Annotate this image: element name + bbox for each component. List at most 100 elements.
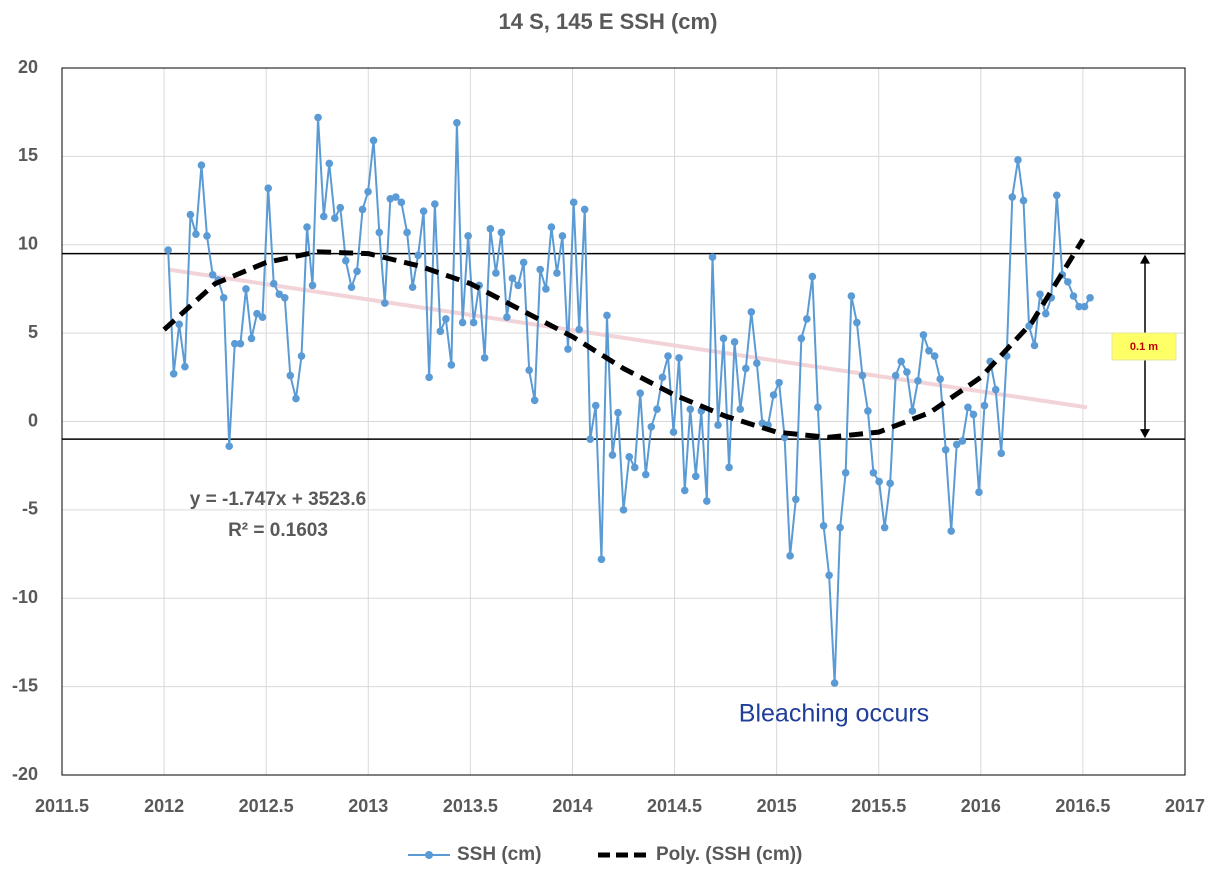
data-point	[675, 354, 683, 362]
data-point	[464, 232, 472, 240]
data-point	[647, 423, 656, 431]
data-point	[564, 345, 572, 353]
x-tick-label: 2015	[757, 796, 797, 816]
data-point	[197, 161, 206, 170]
data-point	[325, 159, 334, 168]
data-point	[431, 200, 439, 208]
data-point	[614, 408, 622, 417]
data-point	[530, 396, 539, 405]
y-tick-label: -15	[12, 675, 38, 695]
data-point	[858, 371, 867, 380]
trend-line	[167, 267, 1088, 410]
data-point	[553, 269, 561, 277]
data-point	[825, 571, 833, 580]
data-point	[903, 368, 911, 376]
data-point	[1008, 193, 1017, 201]
data-point	[575, 325, 583, 334]
arrow-head	[1140, 254, 1150, 264]
data-point	[469, 318, 478, 327]
data-point	[819, 521, 828, 530]
y-tick-label: 10	[18, 234, 38, 254]
data-point	[792, 495, 800, 504]
data-point	[397, 198, 406, 207]
data-point	[853, 318, 861, 327]
data-point	[1063, 278, 1072, 286]
data-point	[591, 401, 600, 410]
legend-label: SSH (cm)	[457, 844, 541, 865]
data-point	[253, 309, 261, 318]
x-tick-label: 2012	[144, 796, 184, 816]
data-point	[930, 352, 939, 360]
data-point	[1014, 156, 1022, 164]
data-point	[725, 463, 733, 472]
data-point	[703, 497, 711, 505]
data-point	[980, 401, 989, 410]
y-tick-label: 15	[18, 145, 38, 165]
data-point	[936, 375, 944, 383]
data-point	[408, 283, 417, 291]
data-point	[175, 320, 184, 329]
data-point	[691, 472, 700, 481]
data-point	[947, 527, 956, 535]
x-tick-label: 2011.5	[35, 796, 89, 816]
data-point	[342, 256, 350, 265]
data-point	[680, 486, 689, 495]
data-point	[186, 210, 195, 219]
data-point	[442, 315, 450, 323]
data-point	[586, 435, 595, 443]
data-point	[708, 253, 717, 261]
data-point	[453, 118, 461, 127]
data-point	[558, 232, 567, 240]
data-point	[375, 228, 384, 237]
data-point	[436, 327, 445, 336]
data-point	[303, 223, 311, 231]
x-tick-label: 2014	[552, 796, 592, 816]
x-tick-label: 2013	[348, 796, 388, 816]
data-point	[775, 378, 783, 387]
data-point	[925, 347, 933, 355]
x-tick-label: 2016.5	[1055, 796, 1110, 816]
data-point	[497, 228, 506, 237]
x-tick-label: 2014.5	[647, 796, 702, 816]
data-point	[619, 506, 628, 514]
data-point	[519, 258, 528, 267]
plot	[62, 113, 1185, 687]
data-point	[236, 339, 245, 348]
data-point	[381, 299, 389, 307]
data-point	[525, 366, 533, 375]
data-point	[297, 352, 306, 360]
data-point	[447, 361, 456, 369]
data-point	[230, 339, 239, 348]
data-point	[769, 391, 778, 399]
data-point	[492, 269, 500, 277]
label-box	[1111, 332, 1177, 361]
data-point	[941, 445, 950, 454]
data-point	[181, 362, 189, 371]
data-point	[891, 371, 900, 380]
data-point	[364, 187, 372, 196]
data-point	[164, 246, 172, 254]
data-point	[392, 193, 400, 201]
data-point	[319, 212, 328, 221]
x-tick-label: 2016	[961, 796, 1001, 816]
data-point	[1075, 302, 1083, 311]
data-point	[630, 463, 639, 472]
x-tick-label: 2017	[1165, 796, 1205, 816]
y-tick-label: 0	[28, 410, 38, 430]
data-point	[952, 440, 961, 449]
data-point	[547, 223, 556, 231]
data-point	[280, 293, 289, 302]
data-point	[803, 315, 811, 323]
data-point	[314, 113, 322, 122]
data-point	[897, 357, 905, 366]
data-point	[658, 373, 667, 382]
data-point	[536, 265, 544, 274]
data-point	[969, 410, 978, 419]
chart-title: 14 S, 145 E SSH (cm)	[499, 9, 718, 34]
data-point	[991, 385, 1000, 394]
data-point	[714, 421, 722, 429]
data-point	[1069, 292, 1078, 300]
y-tick-label: -5	[22, 499, 38, 519]
data-point	[869, 468, 878, 477]
data-point	[919, 331, 928, 339]
